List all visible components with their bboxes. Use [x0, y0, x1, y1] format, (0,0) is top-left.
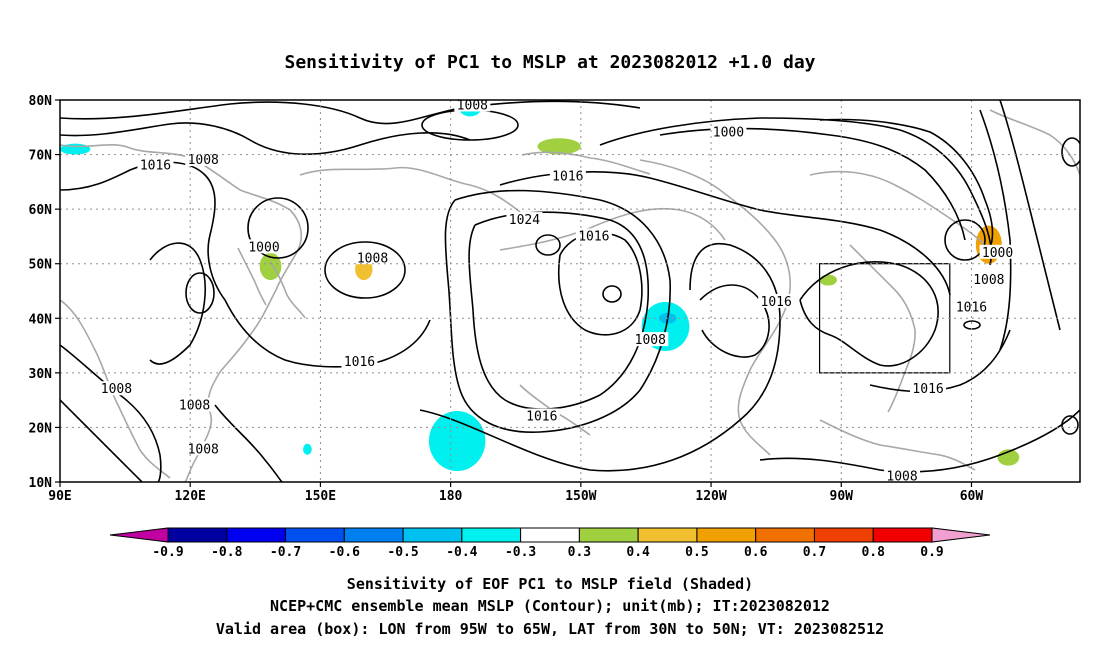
colorbar-swatch — [521, 528, 580, 542]
colorbar-label: -0.9 — [152, 545, 183, 560]
contour-label: 1008 — [188, 153, 219, 168]
contour-label: 1024 — [509, 213, 540, 228]
shaded-region — [429, 411, 485, 471]
colorbar-label: 0.8 — [861, 545, 885, 560]
colorbar-swatch — [873, 528, 932, 542]
lon-tick-label: 120E — [175, 489, 206, 504]
colorbar-swatch — [697, 528, 756, 542]
colorbar-label: -0.7 — [270, 545, 301, 560]
lon-tick-label: 90E — [48, 489, 71, 504]
map-figure: Sensitivity of PC1 to MSLP at 2023082012… — [0, 0, 1100, 650]
contour-label: 1016 — [578, 229, 609, 244]
shaded-region — [820, 275, 837, 286]
lat-tick-label: 40N — [29, 312, 53, 327]
lon-tick-label: 60W — [960, 489, 984, 504]
caption-line-1: Sensitivity of EOF PC1 to MSLP field (Sh… — [347, 575, 753, 593]
colorbar-swatch — [638, 528, 697, 542]
colorbar-label: -0.6 — [329, 545, 360, 560]
lat-tick-label: 20N — [29, 421, 53, 436]
colorbar-swatch — [344, 528, 403, 542]
contour-label: 1016 — [344, 355, 375, 370]
contour-label: 1016 — [552, 169, 583, 184]
latitude-axis: 80N 70N 60N 50N 40N 30N 20N 10N — [29, 94, 60, 491]
colorbar-label: 0.7 — [803, 545, 826, 560]
lon-tick-label: 90W — [830, 489, 854, 504]
colorbar-swatch — [462, 528, 521, 542]
colorbar-swatch — [756, 528, 815, 542]
contour-label: 1000 — [248, 240, 279, 255]
lon-tick-label: 180 — [439, 489, 463, 504]
longitude-axis: 90E 120E 150E 180 150W 120W 90W 60W — [48, 482, 983, 504]
shaded-region — [303, 444, 312, 455]
chart-title: Sensitivity of PC1 to MSLP at 2023082012… — [284, 52, 815, 73]
contour-label: 1016 — [912, 382, 943, 397]
colorbar-label: 0.6 — [744, 545, 768, 560]
colorbar-label: 0.9 — [920, 545, 943, 560]
lat-tick-label: 30N — [29, 367, 53, 382]
contour-label: 1008 — [179, 399, 210, 414]
contour-label: 1016 — [140, 158, 171, 173]
colorbar-swatch — [168, 528, 227, 542]
caption-line-2: NCEP+CMC ensemble mean MSLP (Contour); u… — [270, 597, 830, 615]
colorbar-swatch — [403, 528, 462, 542]
lon-tick-label: 150W — [565, 489, 596, 504]
colorbar-label: -0.5 — [387, 545, 418, 560]
contour-label: 1016 — [956, 300, 987, 315]
colorbar: -0.9 -0.8 -0.7 -0.6 -0.5 -0.4 -0.3 0.3 0.4 0.5 0.6… — [110, 528, 990, 560]
map-panel: 1008 1016 1008 1000 1016 1000 1008 1024 1016 1000… — [60, 97, 1082, 484]
colorbar-label: -0.3 — [505, 545, 536, 560]
colorbar-swatch — [227, 528, 286, 542]
contour-label: 1016 — [526, 410, 557, 425]
colorbar-low-end — [110, 528, 168, 542]
colorbar-label: 0.5 — [685, 545, 708, 560]
lat-tick-label: 80N — [29, 94, 53, 109]
colorbar-label: -0.4 — [446, 545, 477, 560]
colorbar-swatch — [579, 528, 638, 542]
colorbar-label: 0.4 — [626, 545, 650, 560]
colorbar-swatch — [814, 528, 873, 542]
contour-label: 1008 — [635, 333, 666, 348]
lat-tick-label: 70N — [29, 149, 53, 164]
colorbar-swatch — [286, 528, 345, 542]
contour-label: 1008 — [973, 273, 1004, 288]
colorbar-label: 0.3 — [568, 545, 591, 560]
colorbar-high-end — [932, 528, 990, 542]
contour-label: 1016 — [761, 295, 792, 310]
lon-tick-label: 150E — [305, 489, 336, 504]
lat-tick-label: 60N — [29, 203, 53, 218]
lat-tick-label: 50N — [29, 258, 53, 273]
colorbar-label: -0.8 — [211, 545, 242, 560]
caption-line-3: Valid area (box): LON from 95W to 65W, L… — [216, 620, 884, 638]
contour-label: 1000 — [713, 126, 744, 141]
contour-label: 1000 — [982, 246, 1013, 261]
contour-label: 1008 — [101, 382, 132, 397]
lon-tick-label: 120W — [695, 489, 726, 504]
contour-label: 1008 — [188, 442, 219, 457]
